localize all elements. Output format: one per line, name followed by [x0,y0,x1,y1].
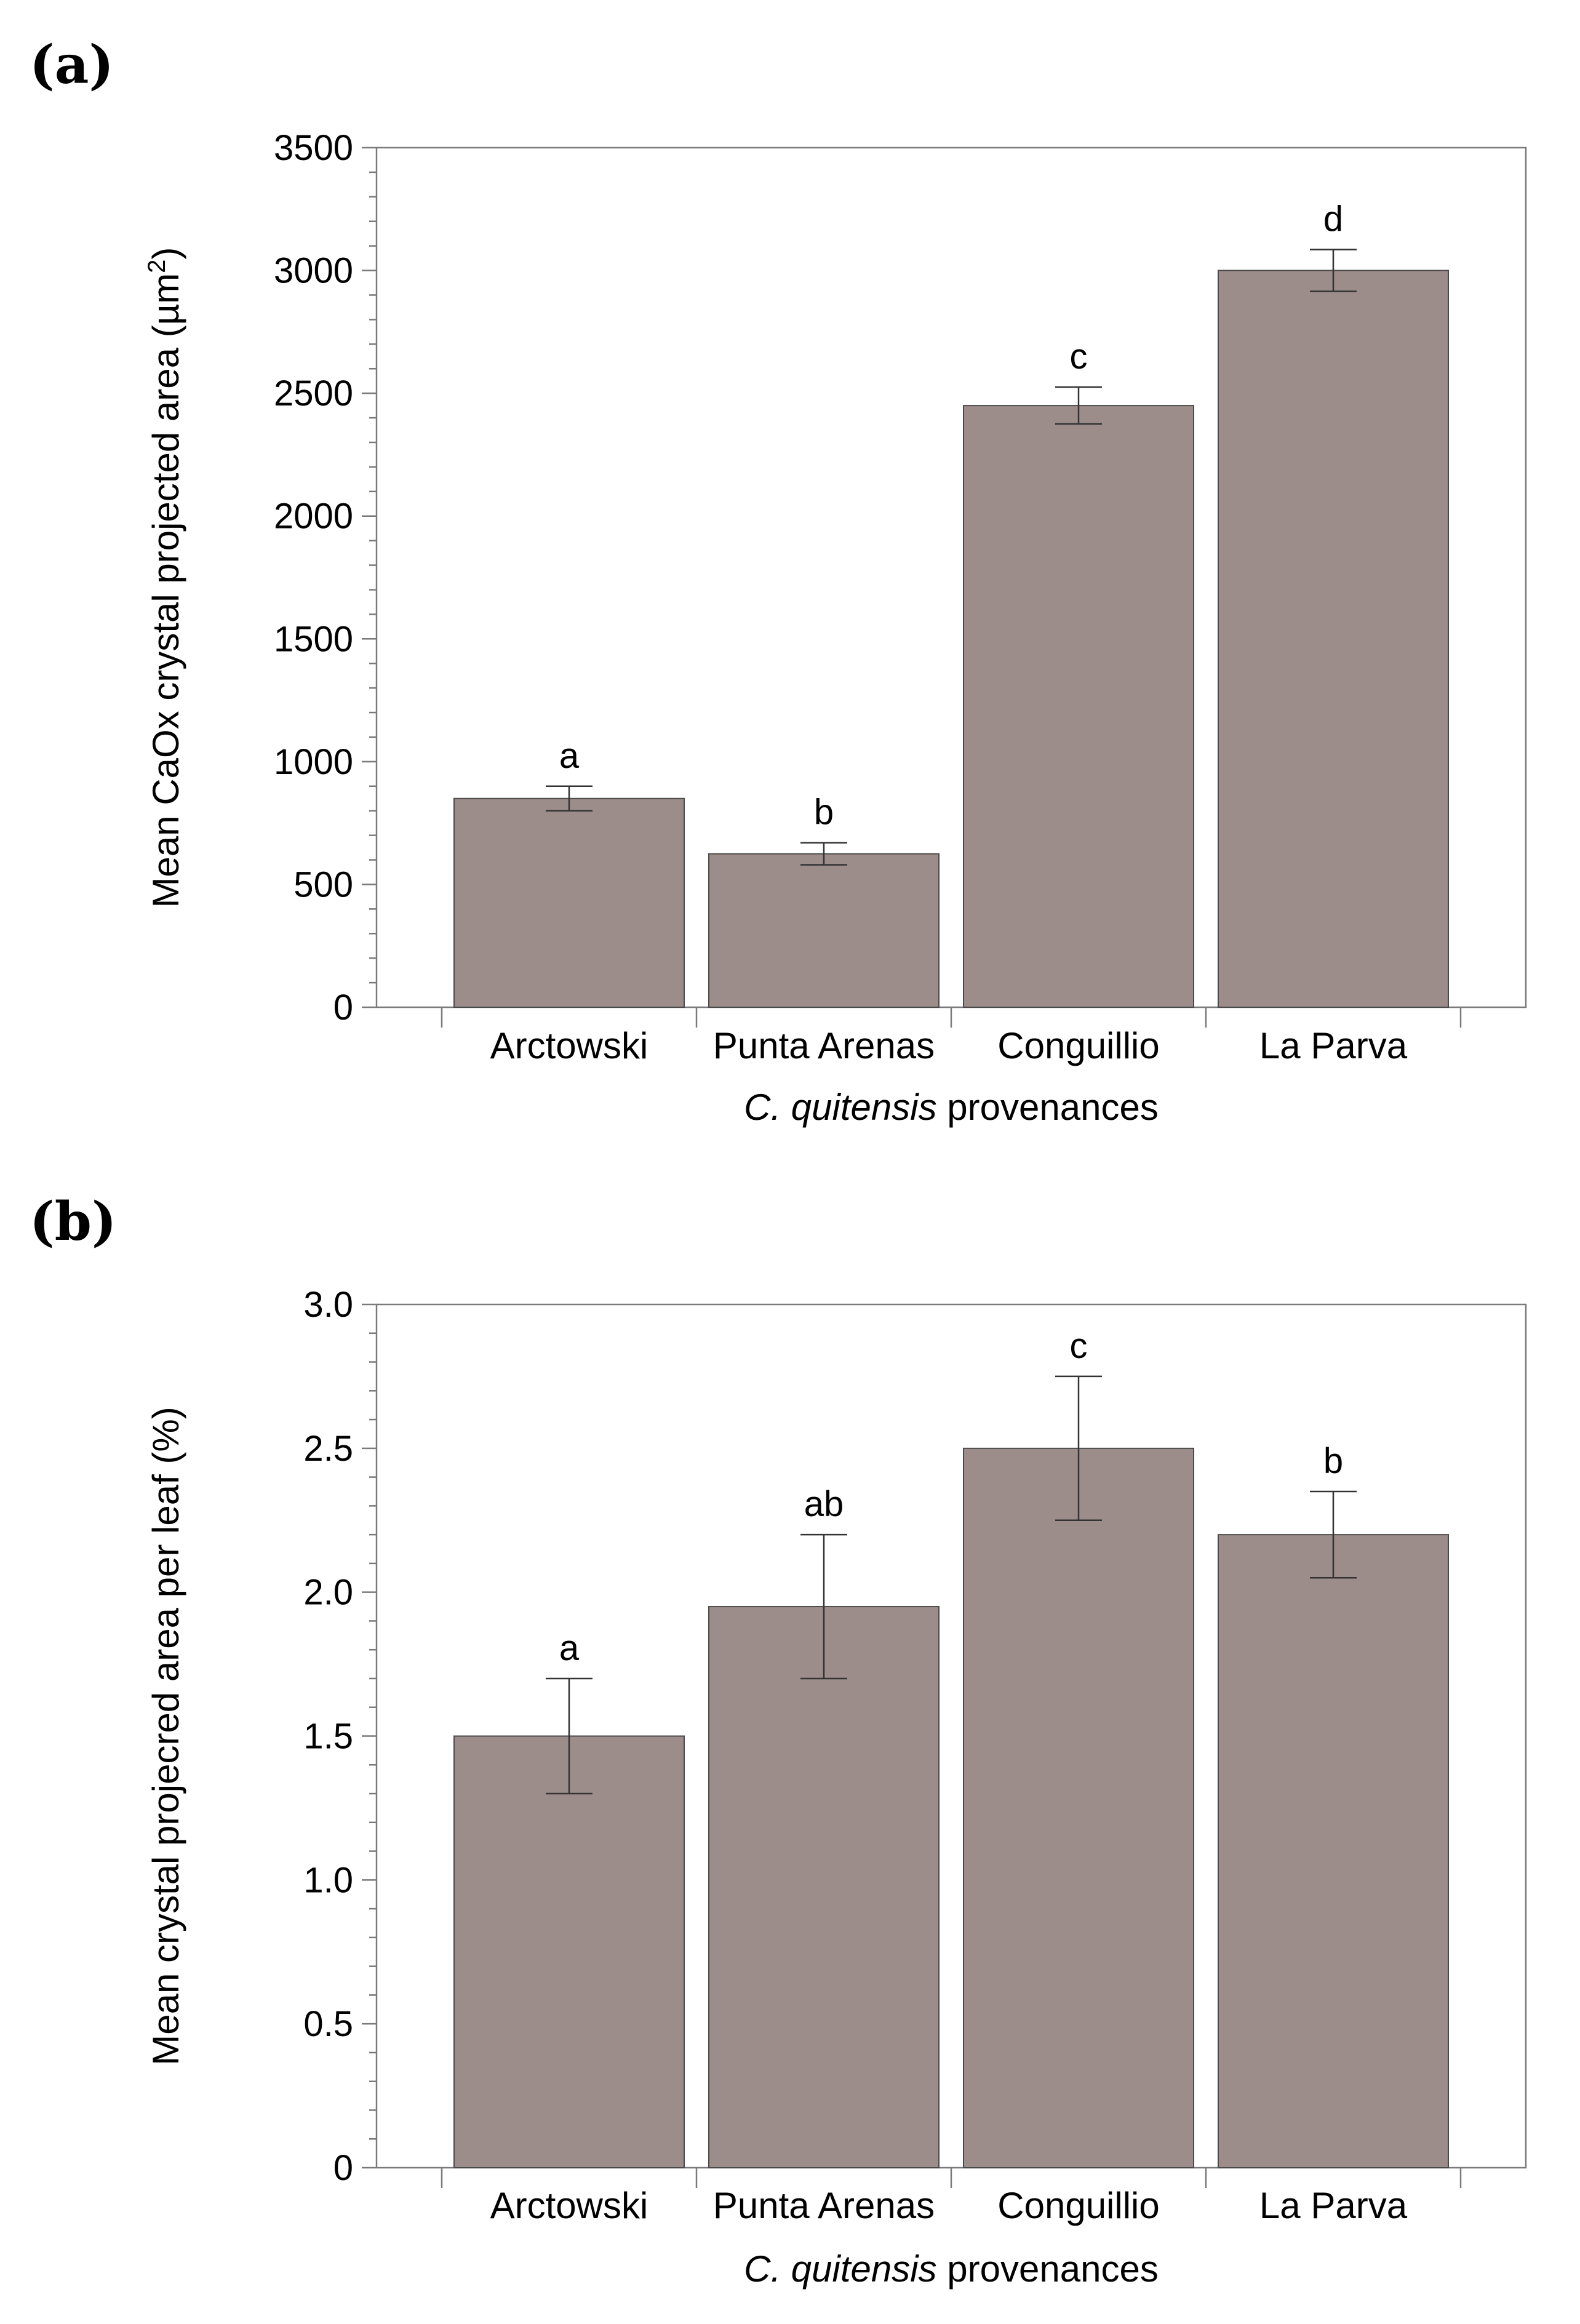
chart-panel-b: (b) 0 0.5 1.0 1.5 2.0 2.5 3.0 a Arctowski ab Punta … [30,1191,1527,2290]
significance-label: a [559,736,580,776]
bar-la-parva [1218,270,1449,1008]
category-label: Punta Arenas [713,1025,935,1066]
y-axis-title: Mean CaOx crystal projected area (µm2) [143,247,186,908]
bar-conguillio [963,1447,1194,2168]
y-tick-label: 1000 [274,742,353,782]
category-label: Arctowski [490,2185,648,2226]
y-axis-title-superscript: 2 [143,260,170,273]
bar-punta-arenas [708,1606,940,2169]
y-tick-label: 0 [333,2148,353,2188]
category-label: La Parva [1259,2185,1408,2226]
y-axis-title: Mean crystal projecred area per leaf (%) [145,1407,186,2065]
significance-label: a [559,1628,580,1668]
significance-label: d [1323,199,1343,239]
x-axis-title-rest: provenances [937,1087,1159,1128]
y-tick-label: 0.5 [303,2004,353,2044]
significance-label: ab [804,1484,844,1524]
bar-arctowski [453,1735,685,2168]
chart-panel-a: (a) 0 500 1000 1500 2000 2500 3000 3500 a Arctowsk… [30,34,1527,1128]
x-axis-title-rest: provenances [937,2248,1159,2290]
significance-label: b [1323,1441,1343,1481]
x-axis-title: C. quitensis provenances [744,1087,1159,1128]
y-tick-label: 1.5 [303,1717,353,1757]
y-tick-label: 2500 [274,373,353,413]
category-label: Punta Arenas [713,2185,935,2226]
y-tick-label: 3500 [274,128,353,168]
category-label: Conguillio [997,2185,1160,2226]
panel-label: (b) [30,1191,117,1253]
y-axis-title-end: ) [145,247,186,260]
bar-arctowski [453,797,685,1008]
y-tick-label: 0 [333,988,353,1028]
y-tick-label: 3000 [274,251,353,291]
significance-label: b [814,793,834,833]
y-tick-label: 3.0 [303,1285,353,1325]
x-axis-title-species: C. quitensis [744,1087,936,1128]
bar-conguillio [963,405,1194,1008]
y-axis-title-main: Mean CaOx crystal projected area (µm [145,273,186,908]
bar-punta-arenas [708,853,940,1008]
y-tick-label: 1.0 [303,1860,353,1900]
y-tick-label: 2.5 [303,1429,353,1469]
category-label: Arctowski [490,1025,648,1066]
significance-label: c [1070,337,1088,377]
y-axis-title-main: Mean crystal projecred area per leaf (%) [145,1407,186,2065]
x-axis-title: C. quitensis provenances [744,2248,1159,2290]
y-tick-label: 2.0 [303,1573,353,1613]
x-axis-title-species: C. quitensis [744,2248,936,2290]
bar-la-parva [1218,1534,1449,2168]
category-label: Conguillio [997,1025,1160,1066]
y-tick-label: 1500 [274,619,353,659]
significance-label: c [1070,1326,1088,1366]
y-tick-label: 500 [293,865,353,904]
category-label: La Parva [1259,1025,1408,1066]
panel-label: (a) [30,34,114,96]
y-tick-label: 2000 [274,497,353,537]
